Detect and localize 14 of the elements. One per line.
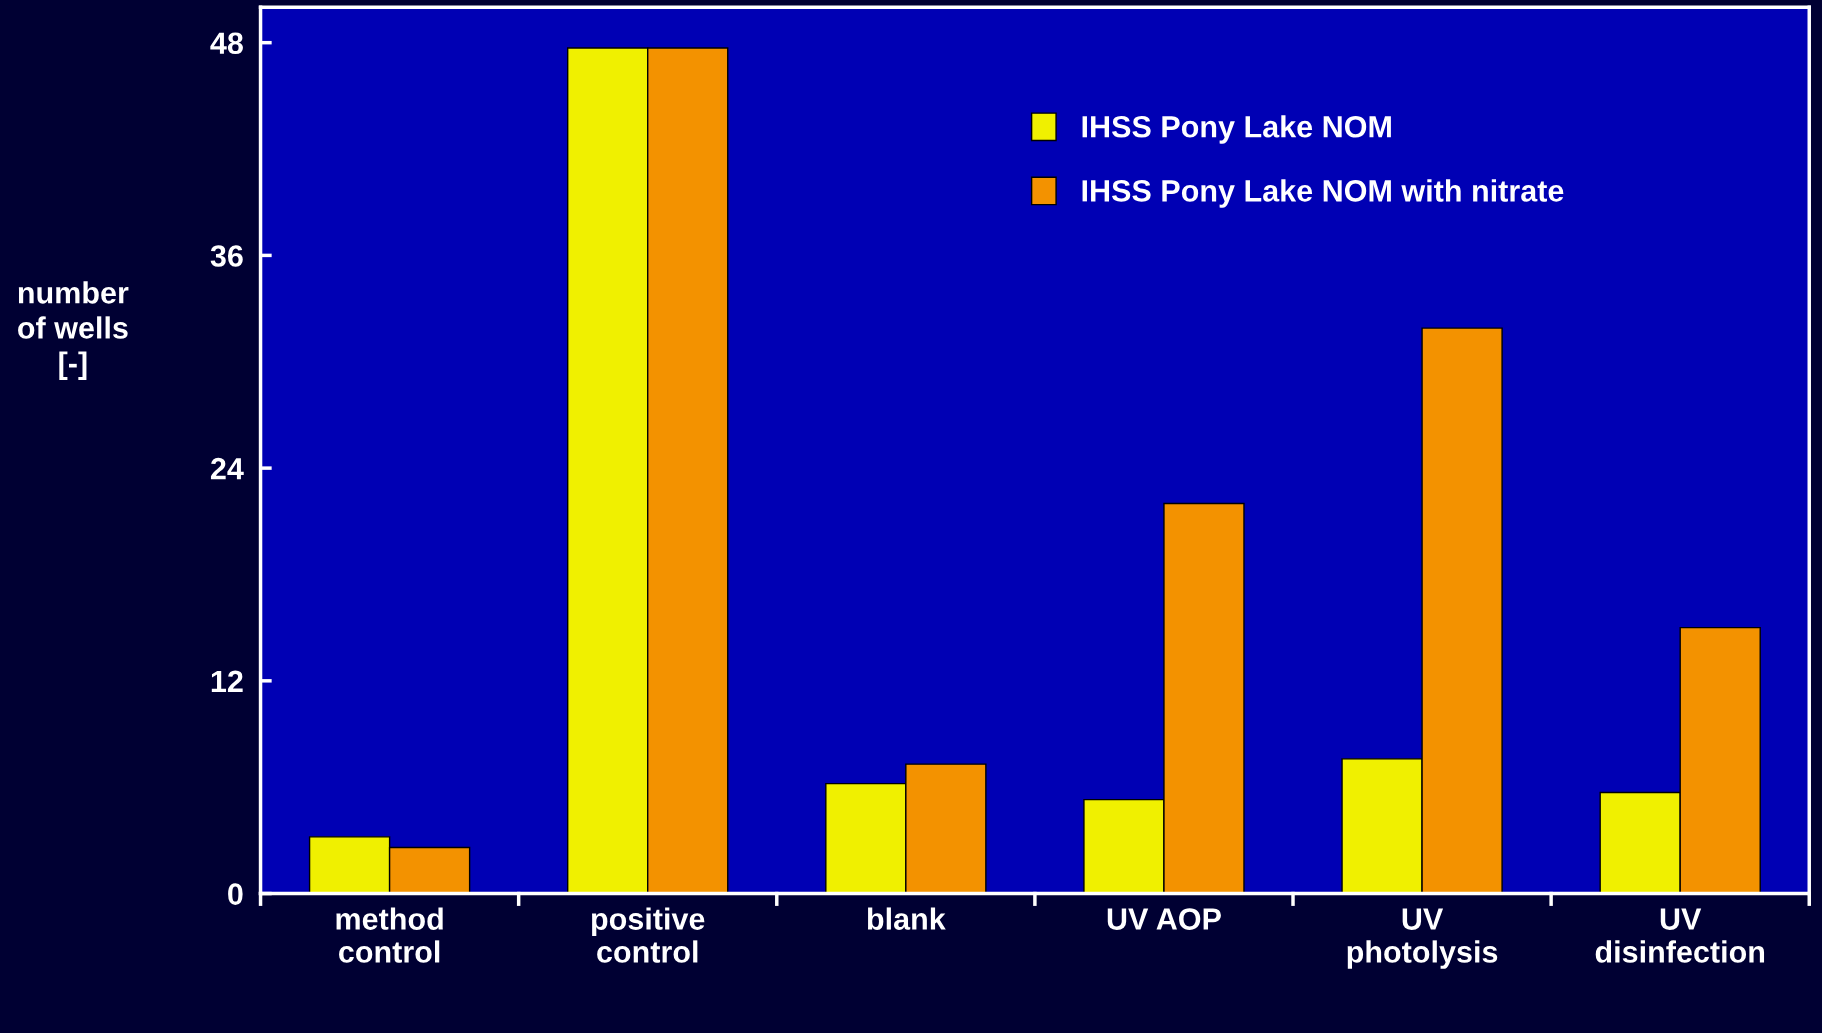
x-tick-label: method control [336, 907, 443, 963]
y-axis-title: number of wells [-] [18, 281, 129, 380]
legend-label: IHSS Pony Lake NOM with nitrate [1082, 179, 1564, 208]
x-tick-label: UV AOP [1107, 908, 1221, 930]
y-tick-label: 48 [210, 32, 243, 55]
legend-label: IHSS Pony Lake NOM [1082, 115, 1391, 144]
y-tick-label: 0 [228, 883, 243, 905]
y-tick-label: 12 [211, 670, 243, 692]
x-tick-label: UV photolysis [1347, 908, 1498, 969]
x-tick-label: blank [867, 907, 946, 930]
x-tick-label: positive control [592, 907, 705, 963]
y-tick-label: 24 [210, 457, 244, 480]
y-tick-label: 36 [210, 245, 243, 267]
x-tick-label: UV disinfection [1595, 908, 1765, 963]
